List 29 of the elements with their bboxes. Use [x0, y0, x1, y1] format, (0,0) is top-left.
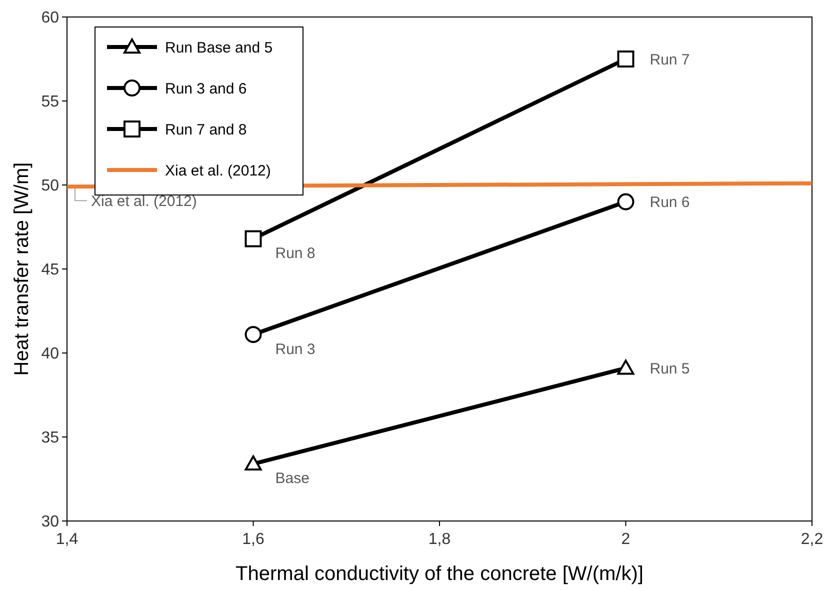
x-axis-title: Thermal conductivity of the concrete [W/(m/k)] — [236, 563, 644, 585]
legend-label: Xia et al. (2012) — [165, 162, 271, 180]
point — [617, 50, 634, 68]
point — [617, 193, 634, 210]
x-tick-label: 2 — [621, 531, 630, 548]
y-tick-label: 45 — [41, 262, 60, 279]
point — [244, 230, 262, 248]
y-axis-title: Heat transfer rate [W/m] — [11, 162, 33, 376]
annotation: Run 5 — [650, 360, 690, 378]
y-tick-label: 50 — [41, 178, 60, 195]
y-tick-label: 60 — [41, 10, 60, 27]
x-tick-label: 1,6 — [242, 531, 264, 548]
y-tick-label: 40 — [41, 346, 60, 363]
annotation: Run 8 — [275, 245, 316, 262]
x-tick-label: 1,8 — [428, 531, 451, 548]
y-tick-label: 35 — [41, 430, 60, 447]
x-tick-label: 2,2 — [800, 531, 824, 548]
annotation: Xia et al. (2012) — [91, 192, 197, 210]
point — [244, 326, 262, 344]
annotation: Base — [275, 470, 310, 488]
y-tick-label: 55 — [41, 94, 60, 111]
annotation: Run 6 — [650, 194, 690, 212]
legend-label: Run 7 and 8 — [165, 121, 247, 138]
legend-label: Run Base and 5 — [165, 39, 273, 56]
y-tick-label: 30 — [41, 514, 60, 531]
annotation: Run 7 — [650, 51, 690, 68]
x-tick-label: 1,4 — [56, 531, 78, 548]
annotation: Run 3 — [275, 340, 316, 358]
legend-label: Run 3 and 6 — [165, 80, 247, 98]
